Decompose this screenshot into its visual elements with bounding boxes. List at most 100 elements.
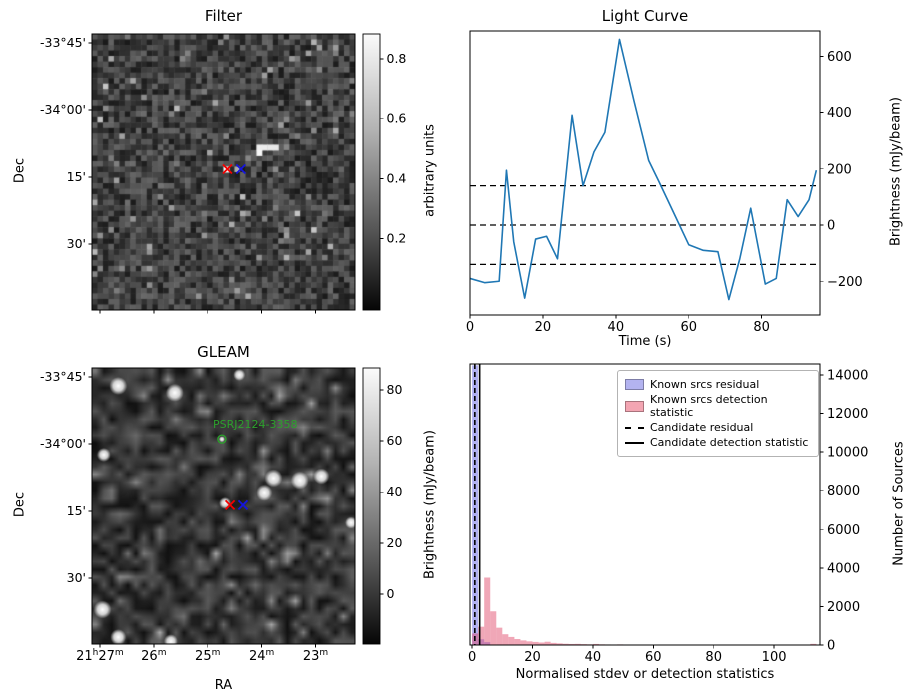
dec-tick-label: 15': [67, 503, 86, 518]
histogram-bar: [592, 643, 599, 645]
histogram-bar: [478, 639, 485, 645]
light-curve-x-axis-label: Time (s): [618, 334, 672, 349]
histogram-bar: [562, 643, 569, 645]
histogram-bar: [574, 643, 581, 645]
legend-item: Candidate detection statistic: [625, 436, 811, 449]
axes-spine: [91, 367, 356, 645]
hist-x-tick-label: 60: [645, 650, 662, 665]
histogram-legend: Known srcs residual Known srcs detection…: [617, 370, 819, 457]
histogram-bar: [478, 626, 485, 645]
legend-dashed-line-icon: [625, 426, 644, 429]
annotation-circle: [217, 434, 227, 444]
histogram-bar: [568, 643, 575, 645]
lc-y-tick-label: 200: [827, 162, 852, 177]
histogram-bar: [484, 577, 491, 645]
hist-y-tick-label: 8000: [827, 484, 860, 499]
histogram-bar: [538, 642, 545, 645]
hist-y-tick-label: 0: [827, 639, 835, 654]
x-marker: [235, 163, 246, 175]
ra-tick-label: 21h27m: [76, 648, 124, 664]
dec-tick-label: -34°00': [40, 102, 86, 117]
hist-x-tick-label: 80: [705, 650, 722, 665]
gleam-x-axis-label: RA: [214, 678, 233, 693]
x-marker: [237, 499, 249, 511]
legend-label: Candidate residual: [650, 421, 754, 434]
legend-label: Candidate detection statistic: [650, 436, 809, 449]
hist-y-tick-label: 14000: [827, 368, 868, 383]
histogram-bar: [496, 627, 503, 645]
hist-x-tick-label: 0: [468, 650, 476, 665]
light-curve-line: [469, 38, 818, 301]
gleam-plot-title: GLEAM: [197, 343, 250, 361]
legend-item: Known srcs detection statistic: [625, 393, 811, 419]
lc-y-tick-label: 0: [827, 219, 835, 234]
colorbar-tick-label: 0.4: [387, 171, 407, 186]
axes-spine: [469, 30, 821, 316]
lc-x-tick-label: 80: [753, 320, 770, 335]
colorbar-tick-label: 80: [387, 382, 403, 397]
histogram-bar: [484, 642, 491, 645]
histogram-bar: [810, 643, 817, 645]
legend-patch-residual: [625, 379, 644, 390]
hist-x-tick-label: 20: [524, 650, 541, 665]
histogram-bar: [472, 365, 479, 645]
lc-y-tick-label: 400: [827, 106, 852, 121]
light-curve-plot-title: Light Curve: [601, 7, 689, 25]
dec-tick-label: 15': [67, 169, 86, 184]
x-marker: [222, 163, 233, 175]
histogram-bar: [550, 642, 557, 645]
legend-item: Known srcs residual: [625, 378, 811, 391]
x-marker: [224, 499, 236, 511]
colorbar-tick-label: 40: [387, 484, 403, 499]
hist-y-tick-label: 6000: [827, 523, 860, 538]
colorbar: [362, 367, 381, 645]
histogram-bar: [508, 636, 515, 645]
colorbar-tick-label: 0.8: [387, 51, 407, 66]
histogram-bar: [532, 641, 539, 645]
legend-patch-detection: [625, 400, 644, 412]
hist-y-tick-label: 2000: [827, 600, 860, 615]
histogram-bar: [526, 641, 533, 645]
lc-x-tick-label: 40: [608, 320, 625, 335]
lc-y-tick-label: −200: [827, 275, 863, 290]
dec-tick-label: 30': [67, 570, 86, 585]
dec-tick-label: -33°45': [40, 35, 86, 50]
lc-x-tick-label: 20: [535, 320, 552, 335]
axes-spine: [469, 363, 821, 646]
axes-spine: [91, 33, 356, 311]
ra-tick-label: 23m: [303, 648, 328, 664]
hist-y-tick-label: 12000: [827, 407, 868, 422]
histogram-bar: [502, 634, 509, 645]
histogram-bar: [544, 641, 551, 645]
colorbar-tick-label: 20: [387, 535, 403, 550]
lc-x-tick-label: 60: [680, 320, 697, 335]
hist-y-tick-label: 4000: [827, 561, 860, 576]
filter-plot-title: Filter: [204, 7, 243, 25]
dec-tick-label: 30': [67, 236, 86, 251]
histogram-x-axis-label: Normalised stdev or detection statistics: [515, 667, 775, 682]
legend-label: Known srcs residual: [650, 378, 760, 391]
lc-y-tick-label: 600: [827, 50, 852, 65]
histogram-bar: [490, 611, 497, 645]
dec-tick-label: -33°45': [40, 369, 86, 384]
legend-item: Candidate residual: [625, 421, 811, 434]
dec-tick-label: -34°00': [40, 436, 86, 451]
colorbar-tick-label: 60: [387, 433, 403, 448]
colorbar-tick-label: 0.6: [387, 111, 407, 126]
hist-x-tick-label: 100: [762, 650, 787, 665]
hist-x-tick-label: 40: [585, 650, 602, 665]
colorbar-tick-label: 0.2: [387, 231, 407, 246]
legend-label: Known srcs detection statistic: [650, 393, 768, 419]
histogram-bar: [514, 639, 521, 645]
ra-tick-label: 25m: [195, 648, 220, 664]
ra-tick-label: 26m: [141, 648, 166, 664]
colorbar-tick-label: 0: [387, 586, 395, 601]
ra-tick-label: 24m: [249, 648, 274, 664]
legend-solid-line-icon: [625, 441, 644, 444]
lc-x-tick-label: 0: [466, 320, 474, 335]
histogram-bar: [520, 640, 527, 645]
colorbar: [362, 33, 381, 311]
histogram-bar: [556, 643, 563, 645]
